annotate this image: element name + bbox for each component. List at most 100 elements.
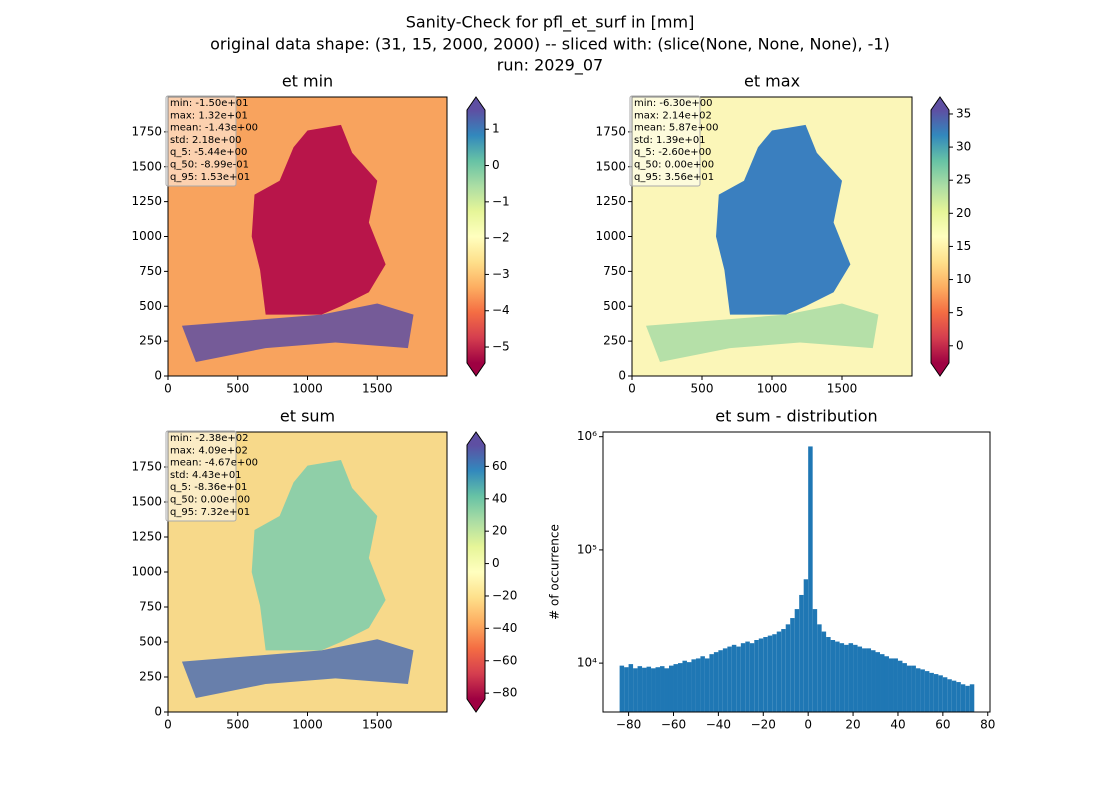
bar [830,640,836,712]
colorbar-tick-label: 15 [956,239,971,253]
bar [803,579,809,712]
y-tick-label: 1250 [131,530,162,544]
bar [839,643,845,712]
colorbar-tick-label: −1 [492,194,510,208]
bar [862,648,867,712]
colorbar-tick-label: 30 [956,140,971,154]
colorbar-tick-label: 20 [492,524,507,538]
stats-line: mean: -1.43e+00 [170,123,258,134]
x-tick-label: 0 [628,382,636,396]
bar [673,664,678,712]
colorbar-extend [467,363,485,376]
bar [718,650,723,712]
bar [812,609,818,712]
stats-line: max: 2.14e+02 [634,110,712,121]
bar [646,666,652,712]
map-region [251,460,386,651]
map-region [251,124,386,315]
bar [749,643,755,712]
colorbar-extend [931,97,949,110]
bar [651,668,656,712]
colorbar-tick-label: 0 [492,158,500,172]
colorbar-tick-label: −4 [492,303,510,317]
colorbar-extend [467,97,485,110]
bar [668,665,674,712]
colorbar-tick-label: 1 [492,122,500,136]
bar [722,648,728,712]
bar [691,659,696,712]
stats-line: max: 1.32e+01 [170,110,248,121]
stats-line: q_5: -8.36e+01 [170,482,247,493]
y-tick-label: 1750 [131,460,162,474]
x-tick-label: 500 [226,382,249,396]
colorbar-tick-label: −20 [492,588,517,602]
x-tick-label: 80 [980,718,995,732]
map-region [716,124,851,315]
y-tick-label: 1500 [595,159,626,173]
stats-line: max: 4.09e+02 [170,445,248,456]
bar [655,667,661,712]
colorbar-outline [466,431,486,713]
bar [947,679,952,712]
y-tick-label: 750 [139,600,162,614]
y-tick-label: 0 [618,369,626,383]
colorbar-extend [931,363,949,376]
stats-line: q_50: 0.00e+00 [170,495,250,506]
bar [740,643,746,712]
bar [633,668,638,712]
colorbar-tick-label: 10 [956,272,971,286]
bar [844,644,849,712]
bar [902,663,907,712]
x-tick-label: 0 [164,382,172,396]
y-tick-label: 500 [139,635,162,649]
y-tick-label: 1250 [131,194,162,208]
bar [799,594,804,712]
bar [731,644,737,712]
bar [956,682,961,712]
x-tick-label: 500 [691,382,714,396]
colorbar [931,110,949,363]
colorbar [467,445,485,699]
y-tick-label: 250 [139,670,162,684]
bar [785,624,791,712]
bar [942,677,948,712]
bar [897,660,903,712]
x-tick-label: −80 [616,718,641,732]
y-tick-label: 250 [139,334,162,348]
bar [969,684,975,712]
colorbar-tick-label: −3 [492,267,510,281]
bar [871,650,876,712]
stats-line: q_50: 0.00e+00 [634,160,714,171]
colorbar-tick-label: 0 [492,556,500,570]
y-tick-label: 1500 [131,159,162,173]
bar [933,674,939,712]
bar [866,648,872,712]
stats-line: min: -2.38e+02 [170,433,249,444]
colorbar-outline [930,96,950,377]
bar [875,652,881,712]
bar [808,446,813,712]
x-tick-label: 1500 [362,382,393,396]
bar [677,663,683,712]
colorbar-tick-label: 40 [492,491,507,505]
colorbar-tick-label: −60 [492,653,517,667]
y-tick-label: 1000 [131,229,162,243]
stats-line: q_50: -8.99e-01 [170,160,249,171]
stats-line: q_95: 3.56e+01 [634,172,714,183]
y-tick-label: 1250 [595,194,626,208]
bar [642,667,647,712]
y-tick-label: 1750 [595,124,626,138]
y-tick-label: 0 [154,369,162,383]
colorbar-tick-label: −5 [492,340,510,354]
bar [938,675,943,712]
y-tick-label: 250 [603,334,626,348]
x-tick-label: −60 [661,718,686,732]
y-tick-label: 10⁴ [577,656,597,670]
subplot-title: et min [282,72,333,91]
subplot-title: et sum [280,407,335,426]
bar [709,654,714,712]
y-tick-label: 10⁶ [577,429,597,443]
y-tick-label: 750 [603,264,626,278]
bar [965,685,970,712]
